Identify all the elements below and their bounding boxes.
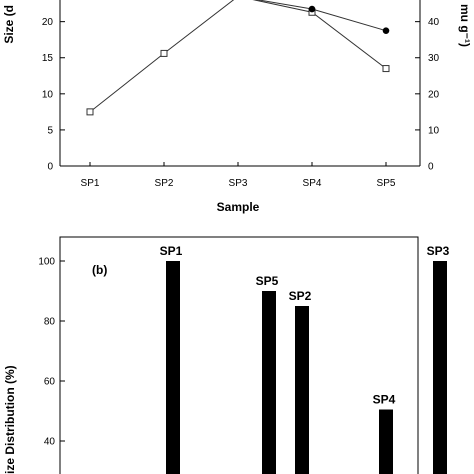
right-tick-label: 0 [428, 162, 434, 173]
x-tick-label: SP3 [229, 178, 248, 189]
bar-sp1 [166, 261, 180, 474]
bar-label-sp4: SP4 [373, 393, 396, 407]
x-axis-label: Sample [217, 200, 260, 214]
y-tick-label: 40 [44, 437, 56, 448]
right-tick-label: 40 [428, 17, 440, 28]
x-tick-label: SP1 [81, 178, 100, 189]
panel-label: (b) [92, 263, 107, 277]
data-point-open-square [160, 49, 168, 57]
left-tick-label: 10 [42, 89, 54, 100]
left-axis-label: Size (d [2, 5, 16, 44]
right-tick-label: 20 [428, 89, 440, 100]
y-tick-label: 60 [44, 377, 56, 388]
left-tick-label: 20 [42, 17, 54, 28]
bar-sp5 [262, 291, 276, 474]
right-tick-label: 10 [428, 125, 440, 136]
y-axis-label: ize Distribution (%) [3, 365, 17, 474]
data-point-open-square [382, 65, 390, 73]
y-tick-label: 100 [38, 257, 55, 268]
bar-label-sp2: SP2 [289, 289, 312, 303]
data-point-filled-circle [308, 5, 316, 13]
x-tick-label: SP4 [303, 178, 322, 189]
data-point-open-square [86, 108, 94, 116]
x-tick-label: SP5 [377, 178, 396, 189]
bar-label-sp1: SP1 [160, 244, 183, 258]
plot-frame [59, 236, 419, 474]
bar-sp2 [295, 306, 309, 474]
right-axis-label: mu g⁻¹) [458, 4, 472, 47]
left-tick-label: 0 [47, 162, 53, 173]
panel-a-line-chart: 0 5 10 15 20 0 10 20 30 40 SP1 SP2 SP3 SP4 SP5 Size … [2, 0, 472, 214]
series-line-1 [89, 0, 387, 113]
left-tick-label: 15 [42, 53, 54, 64]
bar-label-sp5: SP5 [256, 274, 279, 288]
panel-b-bar-chart: 40 60 80 100 SP1 SP5 SP2 SP4 SP3 (b) ize Distri… [3, 236, 450, 474]
data-point-filled-circle [382, 27, 390, 34]
x-tick-label: SP2 [155, 178, 174, 189]
y-tick-label: 80 [44, 317, 56, 328]
bar-sp4 [379, 409, 393, 474]
bar-sp3 [433, 261, 447, 474]
left-tick-label: 5 [47, 125, 53, 136]
right-tick-label: 30 [428, 53, 440, 64]
bar-label-sp3: SP3 [427, 244, 450, 258]
